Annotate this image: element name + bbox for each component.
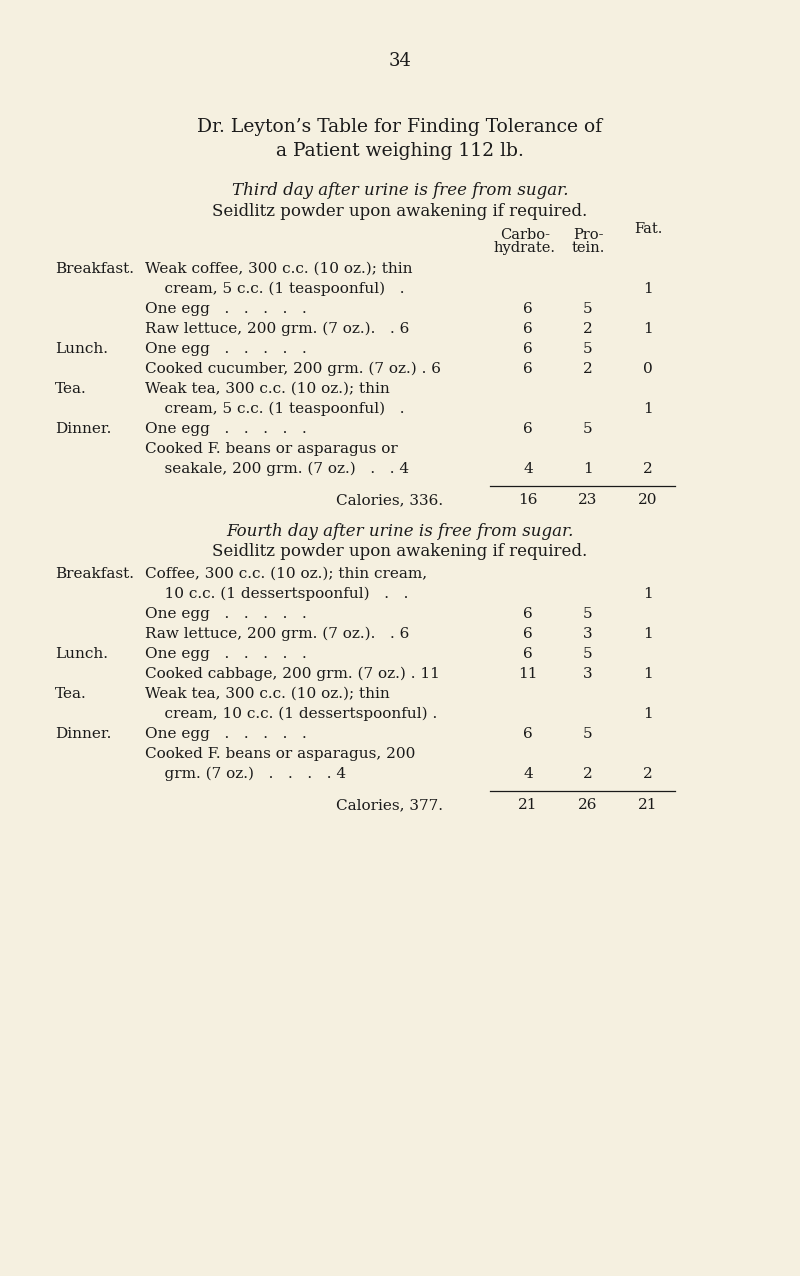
Text: tein.: tein. [571, 241, 605, 255]
Text: 26: 26 [578, 798, 598, 812]
Text: 2: 2 [583, 322, 593, 336]
Text: Cooked F. beans or asparagus or: Cooked F. beans or asparagus or [145, 441, 398, 456]
Text: 16: 16 [518, 493, 538, 507]
Text: 3: 3 [583, 667, 593, 681]
Text: 4: 4 [523, 462, 533, 476]
Text: Lunch.: Lunch. [55, 342, 108, 356]
Text: 6: 6 [523, 322, 533, 336]
Text: 0: 0 [643, 362, 653, 376]
Text: One egg   .   .   .   .   .: One egg . . . . . [145, 647, 306, 661]
Text: 3: 3 [583, 627, 593, 641]
Text: One egg   .   .   .   .   .: One egg . . . . . [145, 342, 306, 356]
Text: 34: 34 [389, 52, 411, 70]
Text: 2: 2 [643, 462, 653, 476]
Text: Raw lettuce, 200 grm. (7 oz.).   . 6: Raw lettuce, 200 grm. (7 oz.). . 6 [145, 322, 410, 337]
Text: 6: 6 [523, 647, 533, 661]
Text: Breakfast.: Breakfast. [55, 262, 134, 276]
Text: 6: 6 [523, 422, 533, 436]
Text: Dr. Leyton’s Table for Finding Tolerance of: Dr. Leyton’s Table for Finding Tolerance… [198, 117, 602, 137]
Text: 4: 4 [523, 767, 533, 781]
Text: 6: 6 [523, 607, 533, 621]
Text: 1: 1 [643, 707, 653, 721]
Text: 21: 21 [638, 798, 658, 812]
Text: 5: 5 [583, 302, 593, 316]
Text: cream, 5 c.c. (1 teaspoonful)   .: cream, 5 c.c. (1 teaspoonful) . [145, 282, 405, 296]
Text: Pro-: Pro- [573, 228, 603, 242]
Text: Carbo-: Carbo- [500, 228, 550, 242]
Text: cream, 10 c.c. (1 dessertspoonful) .: cream, 10 c.c. (1 dessertspoonful) . [145, 707, 438, 721]
Text: 5: 5 [583, 607, 593, 621]
Text: Cooked cucumber, 200 grm. (7 oz.) . 6: Cooked cucumber, 200 grm. (7 oz.) . 6 [145, 362, 441, 376]
Text: 6: 6 [523, 627, 533, 641]
Text: 6: 6 [523, 362, 533, 376]
Text: 10 c.c. (1 dessertspoonful)   .   .: 10 c.c. (1 dessertspoonful) . . [145, 587, 408, 601]
Text: cream, 5 c.c. (1 teaspoonful)   .: cream, 5 c.c. (1 teaspoonful) . [145, 402, 405, 416]
Text: Tea.: Tea. [55, 382, 86, 396]
Text: Breakfast.: Breakfast. [55, 567, 134, 581]
Text: Calories, 377.: Calories, 377. [337, 798, 443, 812]
Text: 20: 20 [638, 493, 658, 507]
Text: seakale, 200 grm. (7 oz.)   .   . 4: seakale, 200 grm. (7 oz.) . . 4 [145, 462, 409, 476]
Text: 1: 1 [583, 462, 593, 476]
Text: Seidlitz powder upon awakening if required.: Seidlitz powder upon awakening if requir… [212, 544, 588, 560]
Text: 5: 5 [583, 342, 593, 356]
Text: 1: 1 [643, 282, 653, 296]
Text: One egg   .   .   .   .   .: One egg . . . . . [145, 422, 306, 436]
Text: Weak coffee, 300 c.c. (10 oz.); thin: Weak coffee, 300 c.c. (10 oz.); thin [145, 262, 413, 276]
Text: Fourth day after urine is free from sugar.: Fourth day after urine is free from suga… [226, 523, 574, 540]
Text: Dinner.: Dinner. [55, 422, 111, 436]
Text: Seidlitz powder upon awakening if required.: Seidlitz powder upon awakening if requir… [212, 203, 588, 219]
Text: 21: 21 [518, 798, 538, 812]
Text: Calories, 336.: Calories, 336. [337, 493, 443, 507]
Text: Coffee, 300 c.c. (10 oz.); thin cream,: Coffee, 300 c.c. (10 oz.); thin cream, [145, 567, 427, 581]
Text: Weak tea, 300 c.c. (10 oz.); thin: Weak tea, 300 c.c. (10 oz.); thin [145, 686, 390, 701]
Text: hydrate.: hydrate. [494, 241, 556, 255]
Text: 23: 23 [578, 493, 598, 507]
Text: 6: 6 [523, 727, 533, 741]
Text: 11: 11 [518, 667, 538, 681]
Text: 6: 6 [523, 342, 533, 356]
Text: Dinner.: Dinner. [55, 727, 111, 741]
Text: Lunch.: Lunch. [55, 647, 108, 661]
Text: Tea.: Tea. [55, 686, 86, 701]
Text: 2: 2 [583, 767, 593, 781]
Text: 5: 5 [583, 422, 593, 436]
Text: 5: 5 [583, 727, 593, 741]
Text: 6: 6 [523, 302, 533, 316]
Text: 2: 2 [643, 767, 653, 781]
Text: Cooked F. beans or asparagus, 200: Cooked F. beans or asparagus, 200 [145, 746, 415, 760]
Text: One egg   .   .   .   .   .: One egg . . . . . [145, 727, 306, 741]
Text: Cooked cabbage, 200 grm. (7 oz.) . 11: Cooked cabbage, 200 grm. (7 oz.) . 11 [145, 667, 440, 681]
Text: Fat.: Fat. [634, 222, 662, 236]
Text: 5: 5 [583, 647, 593, 661]
Text: grm. (7 oz.)   .   .   .   . 4: grm. (7 oz.) . . . . 4 [145, 767, 346, 781]
Text: 1: 1 [643, 667, 653, 681]
Text: a Patient weighing 112 lb.: a Patient weighing 112 lb. [276, 142, 524, 160]
Text: Raw lettuce, 200 grm. (7 oz.).   . 6: Raw lettuce, 200 grm. (7 oz.). . 6 [145, 627, 410, 642]
Text: One egg   .   .   .   .   .: One egg . . . . . [145, 302, 306, 316]
Text: 1: 1 [643, 322, 653, 336]
Text: Weak tea, 300 c.c. (10 oz.); thin: Weak tea, 300 c.c. (10 oz.); thin [145, 382, 390, 396]
Text: 1: 1 [643, 402, 653, 416]
Text: 1: 1 [643, 587, 653, 601]
Text: 1: 1 [643, 627, 653, 641]
Text: 2: 2 [583, 362, 593, 376]
Text: Third day after urine is free from sugar.: Third day after urine is free from sugar… [232, 182, 568, 199]
Text: One egg   .   .   .   .   .: One egg . . . . . [145, 607, 306, 621]
